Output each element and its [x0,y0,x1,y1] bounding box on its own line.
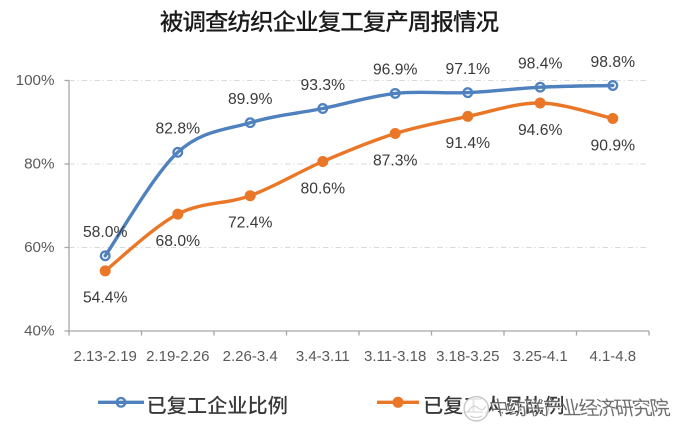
svg-text:97.1%: 97.1% [446,61,491,78]
svg-text:98.4%: 98.4% [518,56,563,73]
svg-text:3.11-3.18: 3.11-3.18 [364,348,426,365]
svg-text:3.4-3.11: 3.4-3.11 [296,348,350,365]
svg-text:89.9%: 89.9% [228,91,273,108]
svg-text:93.3%: 93.3% [301,77,346,94]
svg-text:94.6%: 94.6% [518,122,563,139]
svg-text:2.26-3.4: 2.26-3.4 [223,348,278,365]
svg-text:58.0%: 58.0% [83,224,128,241]
svg-text:87.3%: 87.3% [373,152,418,169]
svg-text:54.4%: 54.4% [83,290,128,307]
svg-text:100%: 100% [16,72,55,89]
svg-text:90.9%: 90.9% [591,137,636,154]
svg-text:68.0%: 68.0% [156,233,201,250]
svg-text:60%: 60% [24,239,54,256]
svg-text:91.4%: 91.4% [446,135,491,152]
svg-text:4.1-4.8: 4.1-4.8 [589,348,636,365]
svg-text:82.8%: 82.8% [156,121,201,138]
svg-text:2.19-2.26: 2.19-2.26 [146,348,209,365]
svg-text:3.25-4.1: 3.25-4.1 [513,348,568,365]
svg-text:98.8%: 98.8% [591,54,636,71]
svg-text:80.6%: 80.6% [301,180,346,197]
svg-text:40%: 40% [24,323,54,340]
svg-text:3.18-3.25: 3.18-3.25 [436,348,499,365]
svg-text:80%: 80% [24,156,54,173]
svg-text:72.4%: 72.4% [228,215,273,232]
svg-text:2.13-2.19: 2.13-2.19 [74,348,137,365]
svg-text:96.9%: 96.9% [373,62,418,79]
